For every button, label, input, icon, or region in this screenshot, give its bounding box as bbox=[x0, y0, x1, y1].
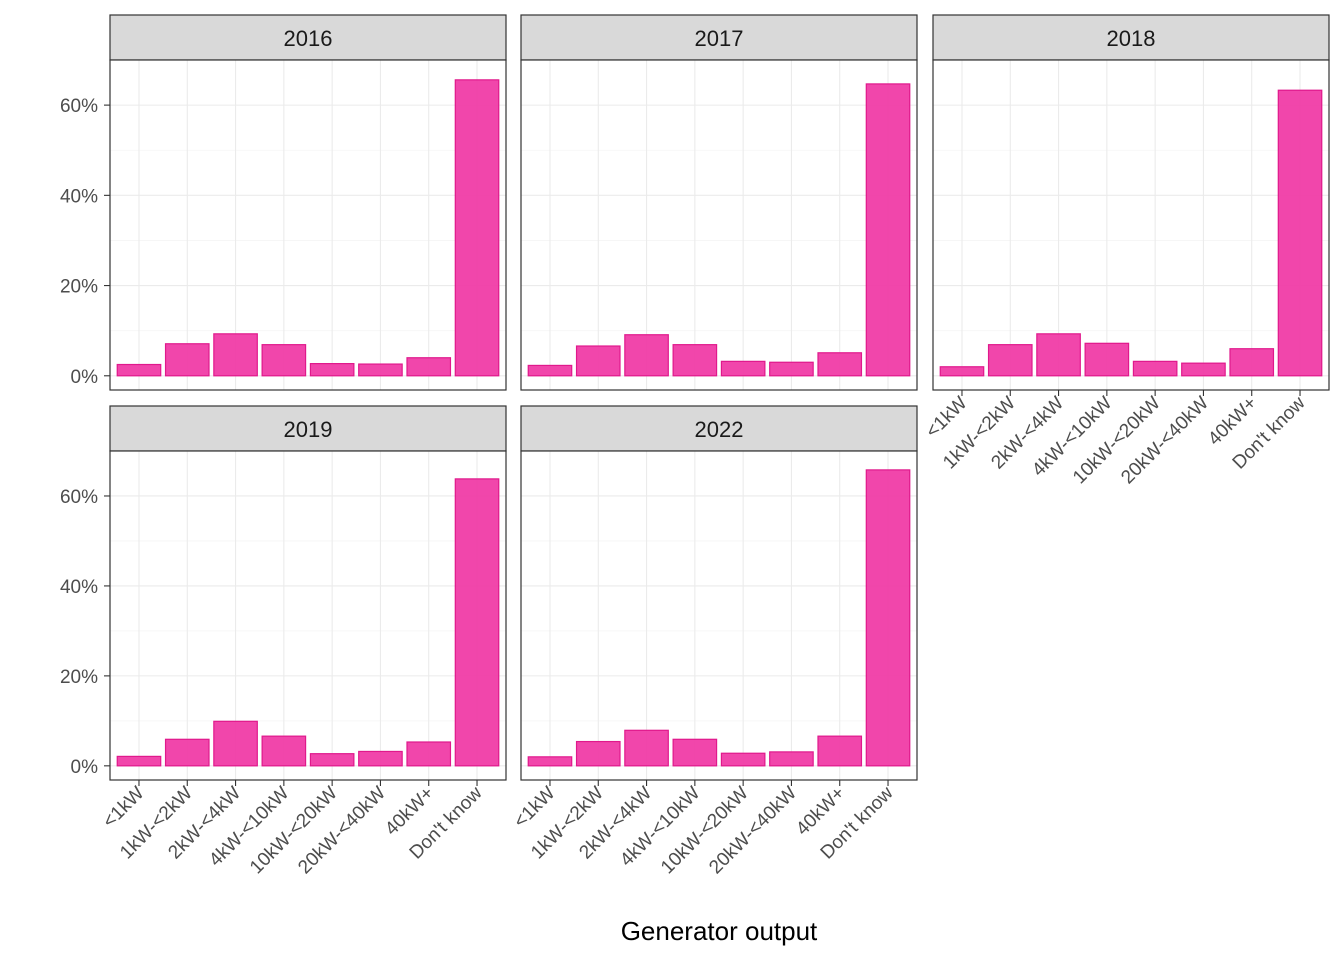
bar-2018-6 bbox=[1229, 348, 1275, 377]
bar-2019-6 bbox=[406, 741, 452, 767]
y-tick-label: 60% bbox=[60, 96, 98, 117]
facet-strip-label: 2022 bbox=[695, 417, 744, 442]
bar-2019-7 bbox=[454, 478, 500, 767]
bar-2018-7 bbox=[1277, 89, 1323, 377]
facet-strip bbox=[109, 14, 507, 61]
panel-2017: 2017 bbox=[520, 14, 918, 391]
bar-2018-4 bbox=[1132, 360, 1178, 377]
facet-strip-label: 2019 bbox=[284, 417, 333, 442]
bar-2022-0 bbox=[527, 756, 573, 767]
y-tick-label: 20% bbox=[60, 667, 98, 688]
bar-2022-7 bbox=[865, 469, 911, 767]
bar-2019-4 bbox=[309, 753, 355, 767]
bar-2022-1 bbox=[575, 740, 621, 767]
facet-strip bbox=[520, 405, 918, 452]
bar-2017-4 bbox=[720, 360, 766, 377]
bar-2018-1 bbox=[987, 344, 1033, 377]
bar-2016-5 bbox=[358, 363, 403, 377]
bar-2022-5 bbox=[769, 751, 814, 767]
bar-2018-3 bbox=[1084, 342, 1130, 377]
panel-2022: 2022<1kW1kW-<2kW2kW-<4kW4kW-<10kW10kW-<2… bbox=[510, 405, 918, 878]
bar-2017-3 bbox=[672, 344, 718, 377]
bar-2017-1 bbox=[575, 345, 621, 377]
bar-2016-4 bbox=[309, 363, 355, 377]
bar-2022-6 bbox=[817, 735, 863, 767]
bar-2018-0 bbox=[939, 366, 985, 377]
panel-border bbox=[520, 59, 918, 391]
plot-area bbox=[110, 451, 506, 780]
facet-strip bbox=[109, 405, 507, 452]
bar-2016-0 bbox=[116, 363, 162, 377]
bar-2016-2 bbox=[213, 333, 258, 377]
panel-border bbox=[520, 450, 918, 781]
bar-2022-2 bbox=[624, 729, 669, 767]
bar-2022-4 bbox=[720, 752, 766, 767]
plot-area bbox=[521, 60, 917, 390]
facet-strip-label: 2017 bbox=[695, 26, 744, 51]
facet-strip bbox=[932, 14, 1330, 61]
panel-2019: 20190%20%40%60%<1kW1kW-<2kW2kW-<4kW4kW-<… bbox=[60, 405, 507, 878]
plot-area bbox=[521, 451, 917, 780]
y-tick-label: 0% bbox=[71, 367, 99, 388]
panel-2018: 2018<1kW1kW-<2kW2kW-<4kW4kW-<10kW10kW-<2… bbox=[922, 14, 1330, 488]
panel-border bbox=[932, 59, 1330, 391]
panel-border bbox=[109, 59, 507, 391]
bar-2016-1 bbox=[164, 343, 210, 377]
bar-2017-5 bbox=[769, 361, 814, 377]
y-tick-label: 60% bbox=[60, 487, 98, 508]
bar-2019-3 bbox=[261, 735, 307, 767]
bar-2022-3 bbox=[672, 738, 718, 767]
plot-area bbox=[110, 60, 506, 390]
bar-2017-6 bbox=[817, 352, 863, 377]
y-tick-label: 0% bbox=[71, 757, 99, 778]
bar-2017-7 bbox=[865, 83, 911, 377]
facet-strip-label: 2016 bbox=[284, 26, 333, 51]
y-tick-label: 40% bbox=[60, 577, 98, 598]
facet-strip bbox=[520, 14, 918, 61]
bar-2018-5 bbox=[1181, 362, 1226, 377]
panel-border bbox=[109, 450, 507, 781]
bar-2016-3 bbox=[261, 344, 307, 377]
panel-2016: 2016 0% 20% 40% 60% bbox=[60, 14, 507, 391]
bar-2017-0 bbox=[527, 364, 573, 377]
bar-2016-7 bbox=[454, 79, 500, 377]
bar-2018-2 bbox=[1036, 333, 1081, 377]
bar-2017-2 bbox=[624, 334, 669, 377]
x-axis-title: Generator output bbox=[621, 916, 818, 946]
y-tick-label: 20% bbox=[60, 277, 98, 298]
bar-2019-2 bbox=[213, 720, 258, 767]
plot-area bbox=[933, 60, 1329, 390]
bar-2019-1 bbox=[164, 738, 210, 767]
facet-strip-label: 2018 bbox=[1107, 26, 1156, 51]
bar-2016-6 bbox=[406, 357, 452, 377]
chart-panels: 2016 0% 20% 40% 60% 2017 2018<1kW1kW-<2kW2kW-<… bbox=[60, 14, 1330, 878]
y-tick-label: 40% bbox=[60, 186, 98, 207]
bar-2019-0 bbox=[116, 755, 162, 767]
bar-2019-5 bbox=[358, 750, 403, 767]
